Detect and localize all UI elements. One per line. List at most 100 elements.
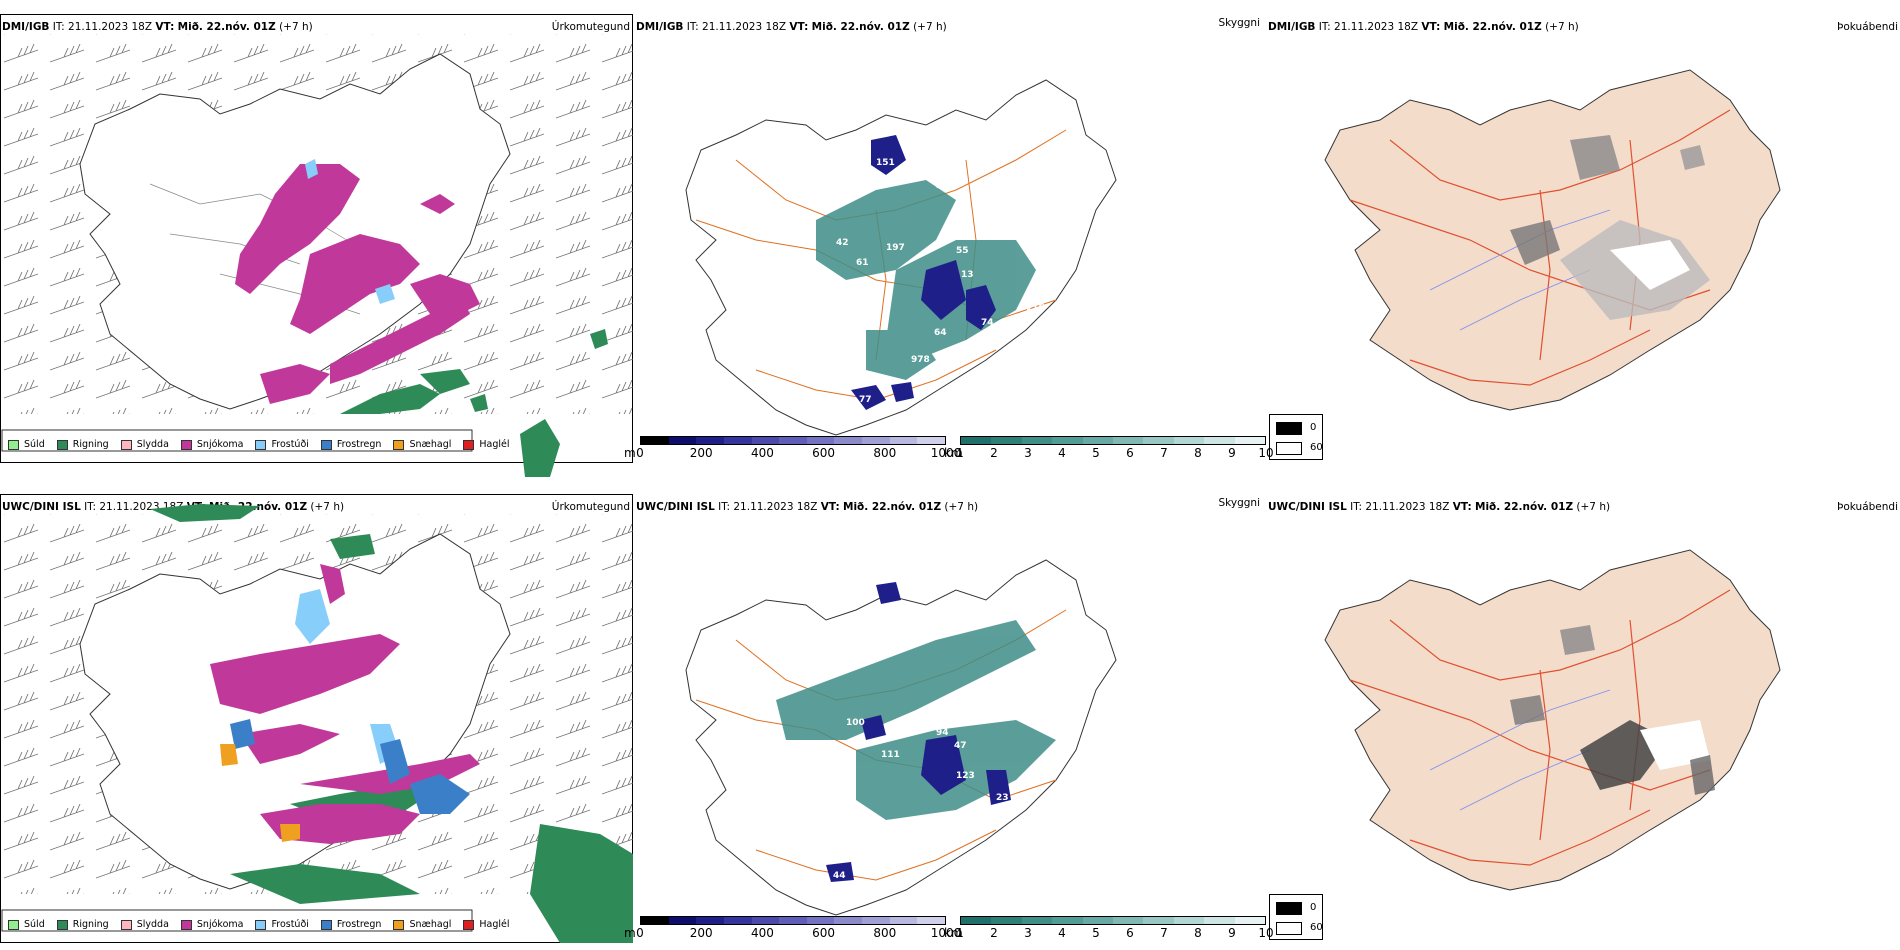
legend-item: Rigning xyxy=(56,439,109,450)
legend-swatch xyxy=(393,919,405,930)
colorbar-segment xyxy=(1143,437,1174,444)
panel-title-right: UWC/DINI ISL IT: 21.11.2023 18Z VT: Mið.… xyxy=(1268,501,1611,513)
fog-gray-areas xyxy=(1510,625,1715,795)
panel-title-left: DMI/IGB IT: 21.11.2023 18Z VT: Mið. 22.n… xyxy=(2,21,313,33)
legend-label: Snjókoma xyxy=(196,919,244,930)
vis-ticks-km: km 1 2 3 4 5 6 7 8 9 10 xyxy=(944,926,1274,940)
colorbar-tick-label: 3 xyxy=(1024,926,1032,940)
colorbar-segment xyxy=(1234,917,1266,924)
graupel-areas xyxy=(220,744,300,842)
vis-ticks-m: m 0 200 400 600 800 1000 xyxy=(624,926,961,940)
precip-map xyxy=(0,34,633,477)
legend-label: Rigning xyxy=(72,919,109,930)
vis-value-label: 69 xyxy=(896,723,909,733)
panel-field-name-left: Úrkomutegund xyxy=(551,501,630,513)
vis-value-label: 116 xyxy=(1026,303,1045,313)
legend-swatch xyxy=(463,439,475,450)
colorbar-segment xyxy=(1113,437,1144,444)
legend-item: Súld xyxy=(8,439,45,450)
colorbar-tick-label: 1000 xyxy=(930,926,962,940)
legend-swatch xyxy=(56,919,68,930)
vis-value-label: 211 xyxy=(906,153,925,163)
legend-item: Súld xyxy=(8,919,45,930)
vis-value-label: 111 xyxy=(881,750,900,760)
vis-value-label: 94 xyxy=(936,728,949,738)
legend-swatch xyxy=(393,439,405,450)
vis-ticks-km: km 1 2 3 4 5 6 7 8 9 10 xyxy=(944,446,1274,460)
legend-swatch xyxy=(120,919,132,930)
panel-field-name-mid: Skyggni xyxy=(1218,17,1261,29)
vis-ticks-m: m 0 200 400 600 800 1000 xyxy=(624,446,961,460)
colorbar-tick-label: 2 xyxy=(990,926,998,940)
colorbar-tick-label: 600 xyxy=(812,926,836,940)
vis-value-label: 74 xyxy=(981,318,994,328)
vis-value-labels: 315 102 64 100 69 94 111 338 47 123 23 44 43 xyxy=(833,586,1009,883)
fog-roads xyxy=(1349,589,1731,866)
legend-item: Frostúði xyxy=(255,439,309,450)
vis-value-label: 113 xyxy=(996,213,1015,223)
colorbar-segment xyxy=(917,917,946,924)
vis-value-label: 44 xyxy=(833,871,846,881)
legend-label: Frostregn xyxy=(336,439,382,450)
rain-areas xyxy=(340,329,608,477)
legend-swatch xyxy=(180,439,192,450)
colorbar-segment xyxy=(1021,917,1053,924)
vis-value-label: 306 xyxy=(871,178,890,188)
colorbar-unit: m xyxy=(624,446,636,460)
legend-label: Slydda xyxy=(136,919,169,930)
vis-value-label: 102 xyxy=(896,608,915,618)
vis-value-label: 43 xyxy=(898,873,911,883)
legend-swatch xyxy=(320,919,332,930)
vis-value-label: 315 xyxy=(921,586,940,596)
vis-value-label: 338 xyxy=(836,775,855,785)
colorbar-tick-label: 800 xyxy=(873,926,897,940)
colorbar-segment xyxy=(779,917,807,924)
colorbar-segment xyxy=(961,437,992,444)
colorbar-segment xyxy=(917,437,946,444)
colorbar-unit: m xyxy=(624,926,636,940)
legend-swatch xyxy=(320,439,332,450)
legend-item: Frostregn xyxy=(320,439,382,450)
vis-value-label: 132 xyxy=(988,193,1007,203)
legend-item: Haglél xyxy=(463,919,510,930)
colorbar-segment xyxy=(862,437,890,444)
colorbar-tick-label: 3 xyxy=(1024,446,1032,460)
colorbar-tick-label: 800 xyxy=(873,446,897,460)
vis-value-label: 23 xyxy=(996,793,1009,803)
legend-swatch xyxy=(56,439,68,450)
frz-drizzle-areas xyxy=(305,159,395,304)
colorbar-tick-label: 1 xyxy=(956,926,964,940)
vis-value-label: 85 xyxy=(898,401,911,411)
colorbar-segment xyxy=(1234,437,1266,444)
vis-value-label: 77 xyxy=(859,395,872,405)
legend-swatch xyxy=(8,439,19,450)
legend-item: Frostúði xyxy=(255,919,309,930)
panel-field-name-right: Þokuábendi xyxy=(1837,21,1898,33)
colorbar-segment xyxy=(862,917,890,924)
colorbar-tick-label: 4 xyxy=(1058,926,1066,940)
colorbar-tick-label: 7 xyxy=(1160,926,1168,940)
vis-value-label: 100 xyxy=(846,718,865,728)
panel-title-mid: DMI/IGB IT: 21.11.2023 18Z VT: Mið. 22.n… xyxy=(636,21,947,33)
colorbar-segment xyxy=(668,437,697,444)
colorbar-unit: km xyxy=(944,446,963,460)
colorbar-segment xyxy=(889,917,918,924)
colorbar-tick-label: 7 xyxy=(1160,446,1168,460)
colorbar-tick-label: 0 xyxy=(636,926,644,940)
colorbar-tick-label: 8 xyxy=(1194,446,1202,460)
fog-map xyxy=(1324,549,1781,891)
colorbar-segment xyxy=(668,917,697,924)
vis-value-label: 42 xyxy=(836,238,849,248)
colorbar-segment xyxy=(1052,437,1083,444)
colorbar-segment xyxy=(723,437,752,444)
colorbar-segment xyxy=(1204,917,1235,924)
vis-value-label: 298 xyxy=(981,178,1000,188)
colorbar-segment xyxy=(1021,437,1053,444)
row-2: UWC/DINI ISL IT: 21.11.2023 18Z VT: Mið.… xyxy=(0,480,1900,950)
legend-item: Haglél xyxy=(463,439,510,450)
legend-label: Frostregn xyxy=(336,919,382,930)
legend-item: Slydda xyxy=(120,919,169,930)
vis-value-label: 55 xyxy=(956,246,969,256)
colorbar-segment xyxy=(806,437,835,444)
colorbar-segment xyxy=(1113,917,1144,924)
